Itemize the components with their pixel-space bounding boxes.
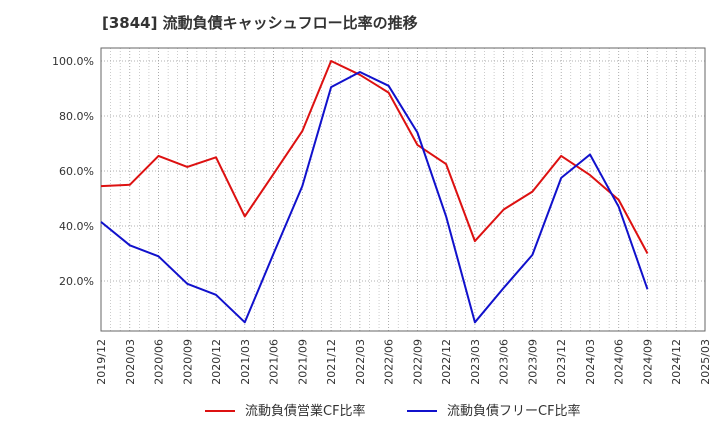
grid-layer	[100, 48, 706, 331]
x-axis-ticks: 2019/12 2020/03 2020/06 2020/09 2020/12 2021/…	[95, 339, 712, 385]
x-tick-label: 2023/06	[498, 339, 511, 385]
series-line	[100, 60, 649, 254]
x-tick-label: 2022/09	[411, 339, 424, 385]
y-tick-label: 100.0%	[52, 55, 94, 68]
x-tick-label: 2021/06	[268, 339, 281, 385]
x-tick-label: 2020/12	[210, 339, 223, 385]
y-tick-label: 80.0%	[59, 110, 94, 123]
x-tick-label: 2021/12	[325, 339, 338, 385]
x-tick-label: 2024/12	[670, 339, 683, 385]
x-tick-label: 2022/12	[440, 339, 453, 385]
legend-label: 流動負債フリーCF比率	[447, 403, 581, 419]
x-tick-label: 2020/09	[181, 339, 194, 385]
x-tick-label: 2019/12	[95, 339, 108, 385]
legend-label: 流動負債営業CF比率	[245, 403, 366, 419]
x-tick-label: 2024/03	[584, 339, 597, 385]
legend: 流動負債営業CF比率 流動負債フリーCF比率	[205, 403, 581, 419]
x-tick-label: 2024/06	[613, 339, 626, 385]
series-line	[100, 71, 649, 324]
series-layer	[100, 60, 649, 324]
chart-title: [3844] 流動負債キャッシュフロー比率の推移	[102, 14, 418, 32]
y-tick-label: 60.0%	[59, 165, 94, 178]
x-tick-label: 2021/09	[296, 339, 309, 385]
x-tick-label: 2024/09	[641, 339, 654, 385]
y-axis-ticks: 20.0% 40.0% 60.0% 80.0% 100.0%	[52, 55, 94, 288]
y-tick-label: 40.0%	[59, 220, 94, 233]
x-tick-label: 2023/12	[555, 339, 568, 385]
plot-frame	[100, 47, 706, 332]
y-tick-label: 20.0%	[59, 275, 94, 288]
x-tick-label: 2020/03	[124, 339, 137, 385]
x-tick-label: 2023/03	[469, 339, 482, 385]
x-tick-label: 2021/03	[239, 339, 252, 385]
x-tick-label: 2022/06	[383, 339, 396, 385]
x-tick-label: 2025/03	[699, 339, 712, 385]
x-tick-label: 2022/03	[354, 339, 367, 385]
x-tick-label: 2020/06	[153, 339, 166, 385]
x-tick-label: 2023/09	[526, 339, 539, 385]
